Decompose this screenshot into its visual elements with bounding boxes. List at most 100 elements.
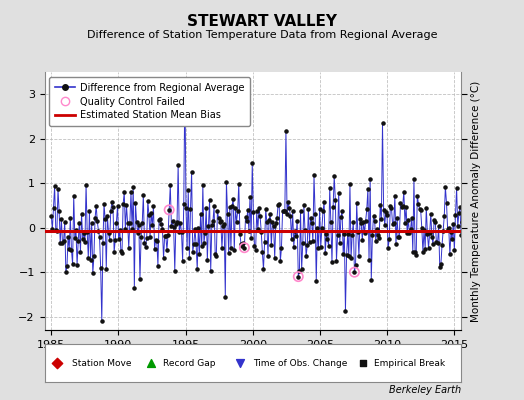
Point	[417, 207, 425, 213]
Point	[181, 80, 189, 86]
Point	[348, 232, 356, 238]
Point	[414, 201, 423, 207]
Point	[384, 245, 392, 251]
Point	[212, 252, 221, 259]
Point	[203, 257, 212, 263]
Point	[450, 247, 458, 253]
Point	[130, 285, 138, 291]
Point	[373, 226, 381, 232]
Text: Station Move: Station Move	[72, 358, 131, 368]
Point	[341, 308, 350, 314]
Point	[151, 237, 160, 243]
Point	[419, 249, 427, 255]
Point	[234, 208, 242, 215]
Point	[404, 216, 412, 223]
Point	[326, 219, 335, 226]
Point	[196, 211, 205, 217]
Point	[427, 210, 435, 217]
Point	[304, 206, 313, 212]
Point	[78, 211, 86, 217]
Point	[354, 229, 362, 235]
Point	[258, 249, 267, 256]
Point	[394, 234, 402, 240]
Point	[244, 206, 252, 213]
Point	[359, 219, 368, 225]
Point	[240, 244, 248, 251]
Point	[111, 236, 119, 243]
Point	[226, 204, 234, 210]
Point	[209, 218, 217, 224]
Point	[114, 236, 123, 243]
Point	[279, 208, 288, 214]
Point	[208, 222, 216, 228]
Point	[227, 244, 235, 251]
Point	[457, 232, 465, 238]
Point	[402, 204, 410, 210]
Point	[202, 204, 211, 211]
Point	[424, 245, 433, 251]
Point	[56, 240, 64, 246]
Point	[214, 215, 223, 221]
Point	[168, 218, 177, 224]
Point	[452, 185, 461, 191]
Point	[190, 240, 198, 247]
Point	[264, 253, 272, 259]
Point	[289, 208, 297, 214]
Point	[144, 198, 152, 205]
Point	[313, 224, 322, 231]
Point	[340, 230, 348, 237]
Point	[257, 228, 266, 235]
Point	[375, 235, 384, 242]
Point	[171, 268, 179, 274]
Point	[455, 210, 463, 217]
Point	[48, 226, 57, 232]
Point	[294, 274, 302, 280]
Point	[256, 213, 264, 219]
Point	[183, 244, 191, 251]
Point	[372, 238, 380, 244]
Point	[298, 266, 306, 272]
Point	[379, 206, 388, 213]
Point	[265, 216, 274, 223]
Point	[323, 236, 332, 242]
Point	[72, 227, 80, 233]
Point	[432, 239, 441, 246]
Point	[146, 234, 154, 240]
Point	[299, 240, 307, 246]
Point	[305, 238, 314, 245]
Point	[237, 241, 245, 247]
Point	[441, 184, 450, 190]
Point	[368, 232, 377, 238]
Point	[118, 249, 126, 256]
Point	[139, 192, 148, 198]
Point	[395, 234, 403, 240]
Point	[464, 214, 472, 221]
Point	[370, 218, 379, 224]
Point	[80, 230, 88, 236]
Point	[119, 201, 127, 207]
Point	[261, 206, 270, 212]
Point	[315, 206, 324, 212]
Point	[440, 213, 449, 220]
Point	[391, 193, 399, 200]
Point	[275, 201, 283, 207]
Point	[259, 266, 268, 272]
Point	[408, 214, 416, 221]
Point	[429, 241, 437, 247]
Point	[69, 261, 77, 268]
Point	[49, 205, 58, 211]
Point	[57, 216, 66, 222]
Point	[121, 226, 129, 233]
Point	[336, 240, 344, 246]
Point	[381, 208, 390, 215]
Point	[228, 203, 236, 210]
Point	[92, 202, 101, 209]
Text: Time of Obs. Change: Time of Obs. Change	[253, 358, 347, 368]
Point	[143, 234, 151, 241]
Point	[129, 184, 137, 190]
Point	[81, 239, 89, 246]
Point	[332, 258, 341, 264]
Point	[383, 211, 391, 218]
Point	[389, 219, 398, 226]
Point	[110, 249, 118, 255]
